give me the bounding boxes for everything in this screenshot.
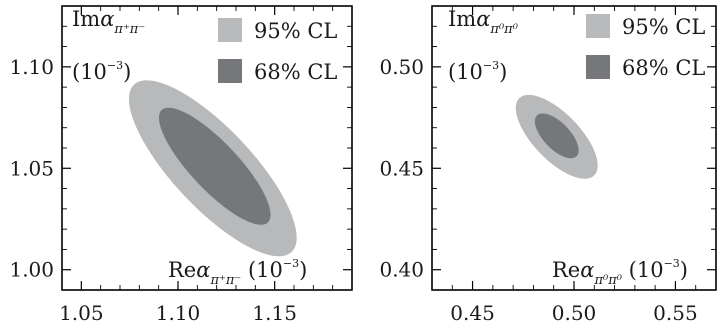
x-axis-label-subscript: π⁺π⁻ — [209, 273, 241, 288]
x-axis-label-prefix: Re — [552, 258, 580, 282]
legend-swatch-68cl — [218, 59, 242, 83]
svg-text:Reαπ⁺π⁻ (10−3): Reαπ⁺π⁻ (10−3) — [168, 257, 307, 288]
x-tick-label: 0.55 — [653, 301, 698, 325]
x-axis-unit-exponent: −3 — [283, 257, 299, 270]
legend-swatch-68cl — [586, 55, 610, 79]
svg-text:Reαπ⁰π⁰ (10−3): Reαπ⁰π⁰ (10−3) — [552, 257, 688, 288]
y-axis-label-prefix: Im — [72, 7, 100, 31]
legend: 95% CL 68% CL — [218, 18, 337, 84]
y-tick-label: 0.45 — [379, 156, 424, 180]
y-axis-label: Imαπ⁺π⁻ — [72, 7, 145, 37]
legend: 95% CL 68% CL — [586, 14, 705, 80]
y-axis-label: Imαπ⁰π⁰ — [448, 7, 519, 37]
x-axis-unit: (10 — [248, 258, 283, 282]
x-tick-label: 1.15 — [252, 301, 297, 325]
y-axis-label-subscript: π⁺π⁻ — [113, 22, 145, 37]
contour-68cl — [534, 113, 579, 159]
legend-label: 68% CL — [622, 56, 705, 80]
x-axis-label-symbol: α — [580, 258, 594, 282]
contour-area — [128, 80, 297, 257]
y-tick-label: 0.50 — [379, 55, 424, 79]
legend-label: 68% CL — [254, 60, 337, 84]
x-tick-label: 1.05 — [59, 301, 104, 325]
x-tick-label: 1.10 — [156, 301, 201, 325]
legend-swatch-95cl — [586, 14, 610, 38]
y-axis-unit-exponent: −3 — [483, 59, 499, 72]
y-axis-label-prefix: Im — [448, 7, 476, 31]
x-axis-label: Reαπ⁰π⁰ (10−3) — [552, 257, 688, 288]
panel-1: 1.05 1.10 1.151.001.051.10Imαπ⁺π⁻(10−3)Reα… — [9, 5, 353, 325]
panel-2: 0.45 0.50 0.550.400.450.50Imαπ⁰π⁰(10−3)Reα… — [379, 5, 717, 325]
y-tick-label: 0.40 — [379, 258, 424, 282]
legend-swatch-95cl — [218, 18, 242, 42]
legend-label: 95% CL — [254, 19, 337, 43]
y-axis-label-subscript: π⁰π⁰ — [489, 22, 518, 37]
svg-text:Imαπ⁰π⁰: Imαπ⁰π⁰ — [448, 7, 519, 37]
x-axis-label: Reαπ⁺π⁻ (10−3) — [168, 257, 307, 288]
y-axis-unit: (10−3) — [72, 59, 131, 84]
y-axis-label-symbol: α — [100, 7, 114, 31]
x-tick-label: 0.45 — [450, 301, 495, 325]
x-axis-label-subscript: π⁰π⁰ — [593, 273, 622, 288]
x-axis-unit-exponent: −3 — [664, 257, 680, 270]
y-axis-unit-exponent: −3 — [107, 59, 123, 72]
y-tick-label: 1.10 — [9, 55, 54, 79]
svg-text:Imαπ⁺π⁻: Imαπ⁺π⁻ — [72, 7, 145, 37]
legend-label: 95% CL — [622, 15, 705, 39]
x-axis-label-symbol: α — [196, 258, 210, 282]
y-tick-label: 1.00 — [9, 258, 54, 282]
y-axis-label-symbol: α — [476, 7, 490, 31]
y-tick-label: 1.05 — [9, 156, 54, 180]
contour-68cl — [158, 107, 271, 225]
x-tick-label: 0.50 — [552, 301, 597, 325]
contour-area — [515, 94, 598, 179]
x-axis-unit: (10 — [629, 258, 664, 282]
x-axis-label-prefix: Re — [168, 258, 196, 282]
y-axis-unit: (10−3) — [448, 59, 507, 84]
